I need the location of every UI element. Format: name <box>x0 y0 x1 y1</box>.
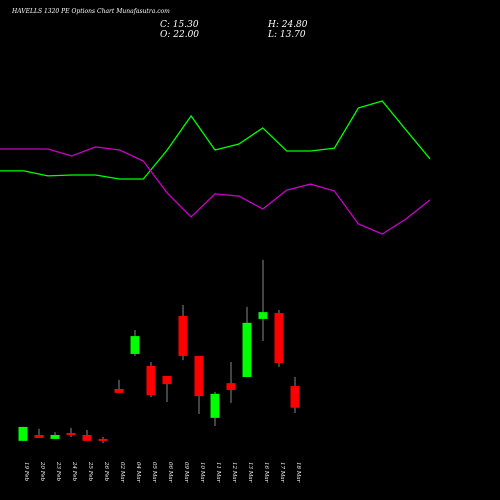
x-tick-label: 02 Mar <box>119 462 125 483</box>
ohlc-close: C: 15.30 <box>160 20 199 30</box>
x-tick-label: 24 Feb <box>71 461 77 482</box>
candle-body <box>290 386 300 408</box>
candle-body <box>226 383 236 390</box>
candle-body <box>242 322 252 377</box>
x-tick-label: 25 Feb <box>87 461 93 482</box>
indicator-line <box>0 100 431 180</box>
x-tick-label: 17 Mar <box>279 462 285 483</box>
ohlc-high: H: 24.80 <box>267 20 308 30</box>
x-tick-label: 18 Mar <box>295 462 301 483</box>
x-tick-label: 06 Mar <box>167 462 173 483</box>
x-tick-label: 23 Feb <box>55 461 61 482</box>
x-tick-label: 20 Feb <box>39 461 45 482</box>
candle-body <box>82 435 92 441</box>
x-tick-label: 11 Mar <box>215 462 221 483</box>
x-tick-label: 19 Feb <box>23 462 29 482</box>
chart-title: HAVELLS 1320 PE Options Chart Munafasutr… <box>11 8 170 15</box>
x-tick-label: 10 Mar <box>199 462 205 483</box>
indicator-line <box>0 146 431 235</box>
ohlc-open: O: 22.00 <box>160 30 199 40</box>
candle-body <box>114 388 124 393</box>
x-tick-label: 04 Mar <box>135 462 141 483</box>
candle-body <box>98 438 108 441</box>
candle-body <box>162 376 172 385</box>
x-tick-label: 12 Mar <box>231 462 237 483</box>
x-tick-label: 05 Mar <box>151 462 157 483</box>
candle-body <box>34 435 44 438</box>
candle-body <box>274 313 284 364</box>
candle-body <box>210 393 220 418</box>
candle-body <box>18 426 28 441</box>
candle-body <box>194 355 204 397</box>
candle-body <box>50 435 60 439</box>
x-tick-label: 09 Mar <box>183 462 189 483</box>
candle-body <box>258 312 268 319</box>
ohlc-low: L: 13.70 <box>267 30 306 40</box>
candle-body <box>130 336 140 354</box>
x-tick-label: 26 Feb <box>103 461 109 482</box>
candle-body <box>146 365 156 396</box>
candle-body <box>178 316 188 356</box>
x-tick-label: 13 Mar <box>247 462 253 483</box>
x-tick-label: 16 Mar <box>263 462 269 483</box>
candle-body <box>66 433 76 436</box>
